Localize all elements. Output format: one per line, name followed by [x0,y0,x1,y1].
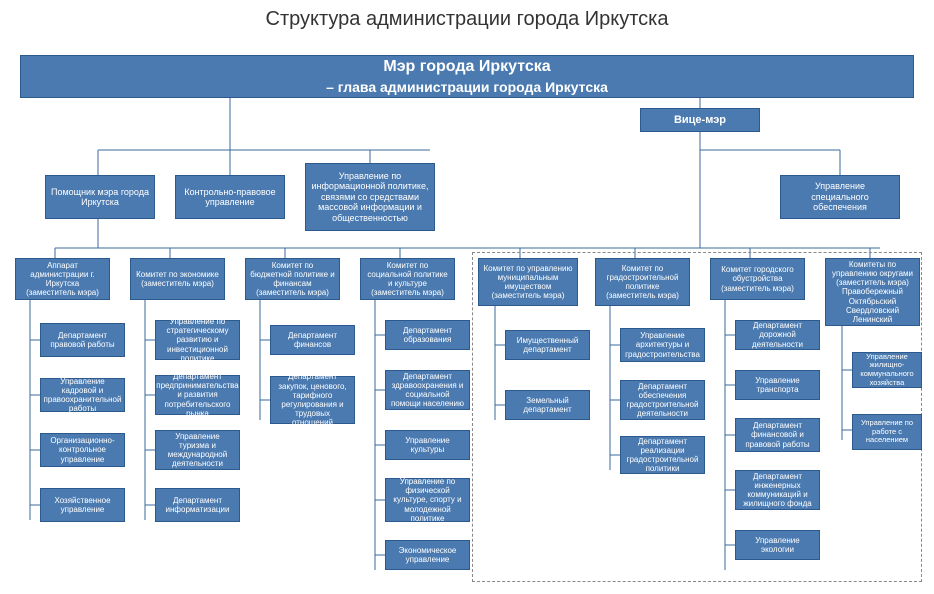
col-head-4: Комитет по управлению муниципальным имущ… [478,258,578,306]
col0-item2: Организационно-контрольное управление [40,433,125,467]
chart-title: Структура администрации города Иркутска [0,0,934,37]
col4-item1: Земельный департамент [505,390,590,420]
col7-item1: Управление по работе с населением [852,414,922,450]
col-head-5: Комитет по градостроительной политике (з… [595,258,690,306]
col6-item0: Департамент дорожной деятельности [735,320,820,350]
col-head-1: Комитет по экономике (заместитель мэра) [130,258,225,300]
col0-item3: Хозяйственное управление [40,488,125,522]
col1-item3: Департамент информатизации [155,488,240,522]
col5-item1: Департамент обеспечения градостроительно… [620,380,705,420]
legal-control-node: Контрольно-правовое управление [175,175,285,219]
col6-item3: Департамент инженерных коммуникаций и жи… [735,470,820,510]
assistant-mayor-node: Помощник мэра города Иркутска [45,175,155,219]
col3-item3: Управление по физической культуре, спорт… [385,478,470,522]
col6-item2: Департамент финансовой и правовой работы [735,418,820,452]
col1-item2: Управление туризма и международной деяте… [155,430,240,470]
col7-item0: Управление жилищно-коммунального хозяйст… [852,352,922,388]
col0-item1: Управление кадровой и правоохранительной… [40,378,125,412]
col3-item4: Экономическое управление [385,540,470,570]
col5-item0: Управление архитектуры и градостроительс… [620,328,705,362]
col-head-2: Комитет по бюджетной политике и финансам… [245,258,340,300]
col-head-0: Аппарат администрации г. Иркутска (замес… [15,258,110,300]
col4-item0: Имущественный департамент [505,330,590,360]
col3-item0: Департамент образования [385,320,470,350]
col-head-6: Комитет городского обустройства (замести… [710,258,805,300]
mayor-node: Мэр города Иркутска – глава администраци… [20,55,914,98]
special-support-node: Управление специального обеспечения [780,175,900,219]
vice-mayor-node: Вице-мэр [640,108,760,132]
col1-item0: Управление по стратегическому развитию и… [155,320,240,360]
info-policy-node: Управление по информационной политике, с… [305,163,435,231]
col0-item0: Департамент правовой работы [40,323,125,357]
col2-item0: Департамент финансов [270,325,355,355]
col6-item1: Управление транспорта [735,370,820,400]
mayor-line2: – глава администрации города Иркутска [326,79,608,95]
col3-item2: Управление культуры [385,430,470,460]
col5-item2: Департамент реализации градостроительной… [620,436,705,474]
mayor-line1: Мэр города Иркутска [383,58,550,76]
col1-item1: Департамент предпринимательства и развит… [155,375,240,415]
col6-item4: Управление экологии [735,530,820,560]
col-head-7: Комитеты по управлению округами (замести… [825,258,920,326]
col2-item1: Департамент закупок, ценового, тарифного… [270,376,355,424]
col3-item1: Департамент здравоохранения и социальной… [385,370,470,410]
col-head-3: Комитет по социальной политике и культур… [360,258,455,300]
